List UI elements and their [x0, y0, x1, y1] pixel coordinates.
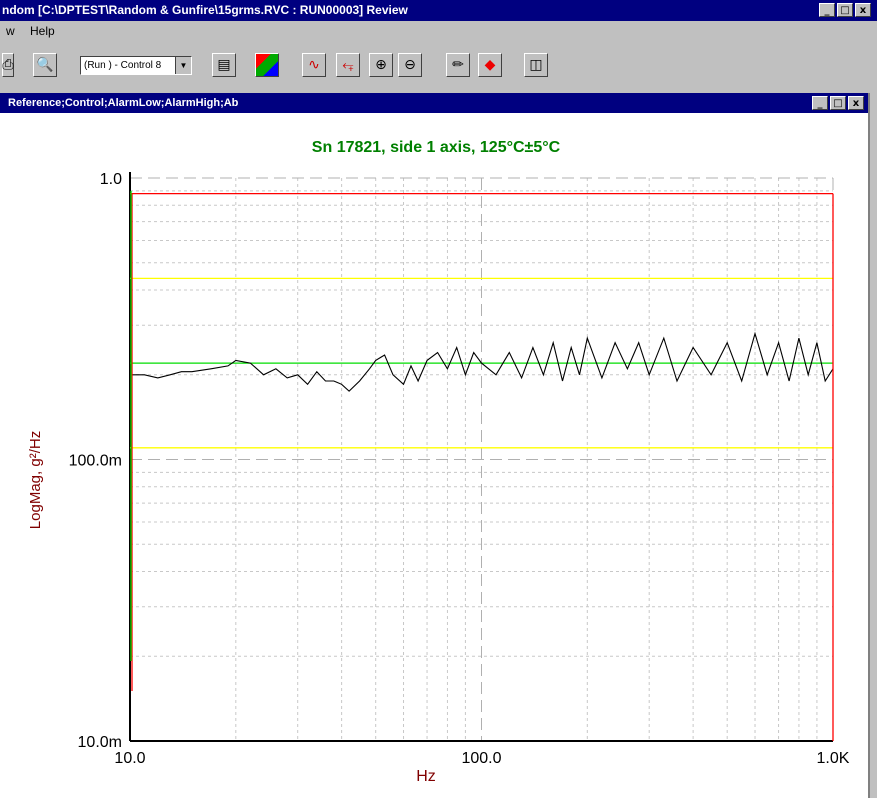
menu-view[interactable]: w	[6, 24, 15, 38]
window-title: ndom [C:\DPTEST\Random & Gunfire\15grms.…	[2, 3, 408, 17]
plot-window-title-bar: Reference;Control;AlarmLow;AlarmHigh;Ab …	[0, 93, 868, 113]
y-tick-label: 10.0m	[78, 734, 122, 751]
minimize-button[interactable]: _	[819, 3, 835, 17]
zoom-in-icon[interactable]: ⊕	[369, 53, 393, 77]
marker-icon[interactable]: ◆	[478, 53, 502, 77]
chart-title: Sn 17821, side 1 axis, 125°C±5°C	[312, 139, 561, 156]
chart-grid	[129, 172, 834, 742]
y-tick-label: 100.0m	[69, 453, 122, 470]
maximize-button[interactable]: □	[837, 3, 853, 17]
app-title-bar: ndom [C:\DPTEST\Random & Gunfire\15grms.…	[0, 0, 877, 21]
plot-minimize-button[interactable]: _	[812, 96, 828, 110]
menu-help[interactable]: Help	[30, 24, 55, 38]
chevron-down-icon[interactable]: ▼	[175, 57, 191, 74]
plot-window-title: Reference;Control;AlarmLow;AlarmHigh;Ab	[8, 97, 239, 109]
y-tick-label: 1.0	[100, 171, 122, 188]
menu-bar: w Help	[0, 21, 877, 41]
x-tick-label: 1.0K	[817, 750, 850, 767]
run-select[interactable]: (Run ) - Control 8 ▼	[80, 56, 192, 75]
x-tick-label: 10.0	[114, 750, 145, 767]
x-axis-label: Hz	[416, 768, 436, 785]
plot-window: Reference;Control;AlarmLow;AlarmHigh;Ab …	[0, 93, 870, 798]
y-axis-label: LogMag, g²/Hz	[27, 431, 44, 529]
run-select-value: (Run ) - Control 8	[84, 60, 162, 71]
x-tick-label: 100.0	[461, 750, 501, 767]
export-icon[interactable]: ◫	[524, 53, 548, 77]
zoom-out-icon[interactable]: ⊖	[398, 53, 422, 77]
edit-pencil-icon[interactable]: ✏	[446, 53, 470, 77]
close-button[interactable]: x	[855, 3, 871, 17]
chart-series	[130, 190, 834, 741]
print-preview-icon[interactable]: 🔍	[33, 53, 57, 77]
plot-close-button[interactable]: x	[848, 96, 864, 110]
plot-maximize-button[interactable]: □	[830, 96, 846, 110]
table-icon[interactable]: ▤	[212, 53, 236, 77]
toolbar: ⎙ 🔍 (Run ) - Control 8 ▼ ▤ ∿ ⥆ ⊕ ⊖ ✏ ◆ ◫	[0, 41, 877, 91]
dual-cursor-icon[interactable]: ⥆	[336, 53, 360, 77]
print-icon[interactable]: ⎙	[2, 53, 14, 77]
chart-ticks: 10.0 100.0 1.0K 1.0 100.0m 10.0m	[69, 171, 850, 767]
color-palette-icon[interactable]	[255, 53, 279, 77]
series-control-line	[130, 331, 834, 392]
single-cursor-icon[interactable]: ∿	[302, 53, 326, 77]
